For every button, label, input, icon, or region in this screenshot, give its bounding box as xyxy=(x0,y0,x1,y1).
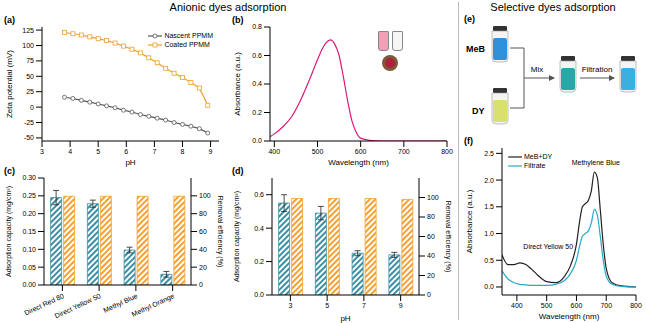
svg-text:Mix: Mix xyxy=(531,65,543,74)
svg-text:-25: -25 xyxy=(24,119,34,126)
svg-text:0: 0 xyxy=(427,291,431,298)
svg-text:40: 40 xyxy=(199,246,207,253)
svg-text:800: 800 xyxy=(630,302,642,309)
svg-text:60: 60 xyxy=(427,233,435,240)
svg-text:75: 75 xyxy=(26,57,34,64)
svg-text:0: 0 xyxy=(30,104,34,111)
svg-text:20: 20 xyxy=(427,272,435,279)
svg-text:Direct Yellow 50: Direct Yellow 50 xyxy=(54,292,102,319)
svg-text:Adsorption capacity (mg/cm²): Adsorption capacity (mg/cm²) xyxy=(5,186,13,277)
svg-text:5: 5 xyxy=(96,148,100,155)
svg-text:25: 25 xyxy=(26,88,34,95)
svg-text:Absorbance (a.u.): Absorbance (a.u.) xyxy=(465,189,474,253)
svg-text:80: 80 xyxy=(427,213,435,220)
svg-text:Filtration: Filtration xyxy=(582,65,613,74)
svg-text:Absorbance (a.u.): Absorbance (a.u.) xyxy=(233,52,242,116)
svg-text:Zeta potential (mV): Zeta potential (mV) xyxy=(5,50,14,118)
svg-text:Removal efficiency (%): Removal efficiency (%) xyxy=(444,201,452,272)
svg-text:0.5: 0.5 xyxy=(484,257,494,264)
svg-text:0: 0 xyxy=(199,281,203,288)
svg-text:-50: -50 xyxy=(24,134,34,141)
html-text:Anionic dyes adsorption: Anionic dyes adsorption xyxy=(169,1,287,13)
svg-text:0.25: 0.25 xyxy=(22,192,36,199)
svg-text:9: 9 xyxy=(399,302,403,309)
svg-text:1.0: 1.0 xyxy=(484,230,494,237)
svg-text:Direct Yellow 50: Direct Yellow 50 xyxy=(523,243,573,250)
html-text:(e): (e) xyxy=(464,14,475,24)
svg-text:0.6: 0.6 xyxy=(252,52,262,59)
html-text:(a): (a) xyxy=(4,15,15,25)
svg-text:Wavelength (nm): Wavelength (nm) xyxy=(539,312,600,321)
svg-text:7: 7 xyxy=(152,148,156,155)
svg-text:0.2: 0.2 xyxy=(252,109,262,116)
svg-text:Adsorption capacity (mg/cm²): Adsorption capacity (mg/cm²) xyxy=(233,191,241,282)
svg-text:0.2: 0.2 xyxy=(254,258,264,265)
svg-text:0.4: 0.4 xyxy=(254,225,264,232)
svg-text:0.05: 0.05 xyxy=(22,264,36,271)
svg-text:100: 100 xyxy=(427,194,439,201)
svg-text:8: 8 xyxy=(181,148,185,155)
svg-text:0.6: 0.6 xyxy=(254,191,264,198)
svg-text:4: 4 xyxy=(68,148,72,155)
svg-text:2.5: 2.5 xyxy=(484,150,494,157)
svg-text:50: 50 xyxy=(26,73,34,80)
svg-text:800: 800 xyxy=(441,148,453,155)
html-text:(d): (d) xyxy=(232,166,244,176)
svg-text:Direct Red 80: Direct Red 80 xyxy=(23,292,65,317)
svg-text:125: 125 xyxy=(22,27,34,34)
svg-text:6: 6 xyxy=(124,148,128,155)
svg-text:100: 100 xyxy=(199,192,211,199)
svg-text:40: 40 xyxy=(427,252,435,259)
svg-text:0.8: 0.8 xyxy=(252,23,262,30)
svg-text:DY: DY xyxy=(472,106,485,116)
svg-text:9: 9 xyxy=(209,148,213,155)
svg-text:0.10: 0.10 xyxy=(22,246,36,253)
svg-text:0.0: 0.0 xyxy=(254,291,264,298)
svg-text:0.00: 0.00 xyxy=(22,281,36,288)
svg-text:3: 3 xyxy=(40,148,44,155)
svg-text:700: 700 xyxy=(600,302,612,309)
svg-text:0.0: 0.0 xyxy=(252,137,262,144)
svg-text:60: 60 xyxy=(199,228,207,235)
svg-text:7: 7 xyxy=(362,302,366,309)
svg-text:Methyl Blue: Methyl Blue xyxy=(102,292,139,314)
html-text:(c): (c) xyxy=(4,166,15,176)
svg-text:0.0: 0.0 xyxy=(484,283,494,290)
html-text:Coated PPMM: Coated PPMM xyxy=(164,41,210,48)
svg-text:2.0: 2.0 xyxy=(484,177,494,184)
svg-text:500: 500 xyxy=(541,302,553,309)
svg-text:500: 500 xyxy=(312,148,324,155)
svg-text:MeB: MeB xyxy=(466,44,486,54)
html-text:Nascent PPMM: Nascent PPMM xyxy=(164,32,213,39)
svg-text:3: 3 xyxy=(288,302,292,309)
svg-text:400: 400 xyxy=(511,302,523,309)
html-text:(f): (f) xyxy=(464,136,473,146)
svg-text:600: 600 xyxy=(355,148,367,155)
html-text:Filtrate: Filtrate xyxy=(524,162,546,169)
svg-text:0.20: 0.20 xyxy=(22,210,36,217)
html-text:MeB+DY: MeB+DY xyxy=(524,153,553,160)
svg-text:Methylene Blue: Methylene Blue xyxy=(572,159,620,167)
svg-text:20: 20 xyxy=(199,264,207,271)
html-text:Selective dyes adsorption: Selective dyes adsorption xyxy=(490,1,616,13)
svg-text:400: 400 xyxy=(268,148,280,155)
svg-text:Wavelength (nm): Wavelength (nm) xyxy=(328,158,389,167)
svg-text:Methyl Orange: Methyl Orange xyxy=(131,292,176,319)
svg-text:600: 600 xyxy=(571,302,583,309)
svg-text:80: 80 xyxy=(199,210,207,217)
svg-text:100: 100 xyxy=(22,42,34,49)
svg-text:pH: pH xyxy=(340,314,350,323)
svg-text:1.5: 1.5 xyxy=(484,203,494,210)
html-text:(b): (b) xyxy=(232,15,244,25)
svg-text:0.30: 0.30 xyxy=(22,174,36,181)
svg-text:pH: pH xyxy=(125,158,135,167)
svg-text:0.15: 0.15 xyxy=(22,228,36,235)
svg-text:0.4: 0.4 xyxy=(252,80,262,87)
svg-text:700: 700 xyxy=(398,148,410,155)
svg-text:Removal efficiency (%): Removal efficiency (%) xyxy=(216,196,224,267)
svg-text:5: 5 xyxy=(325,302,329,309)
